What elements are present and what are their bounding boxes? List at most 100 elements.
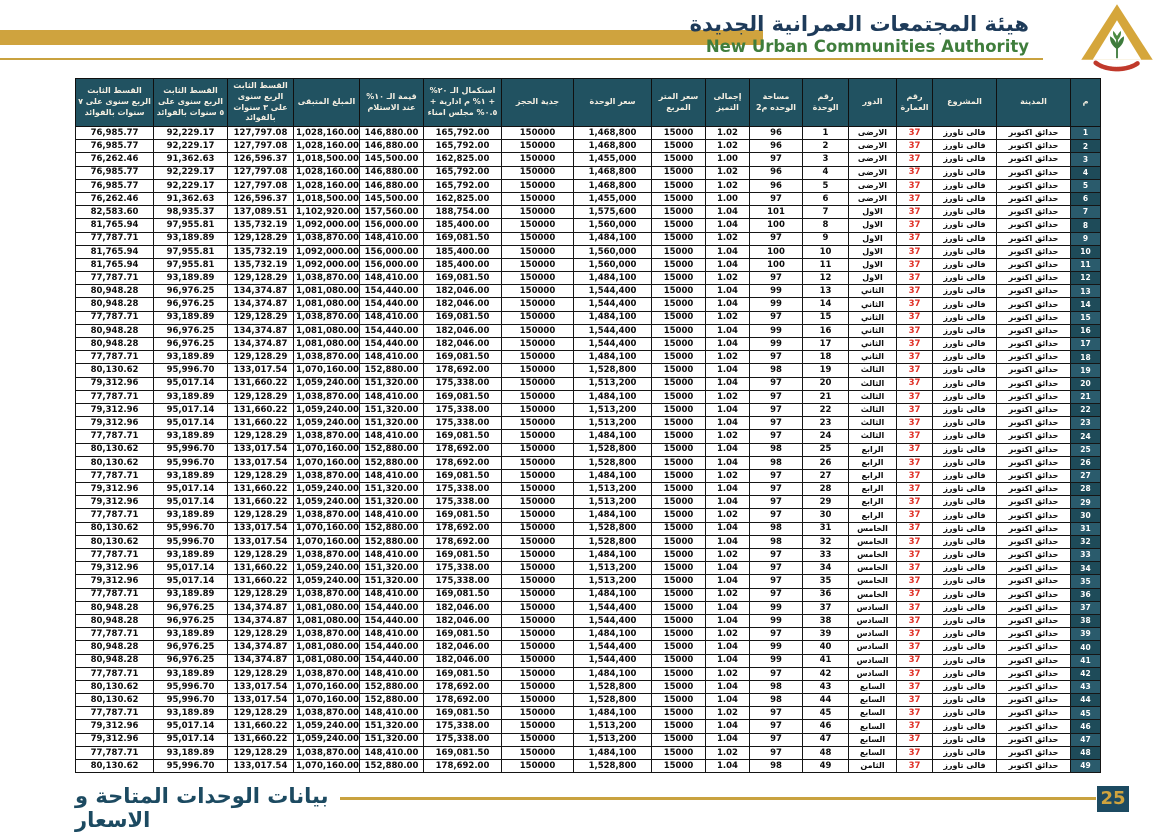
cell-floor: السادس	[848, 666, 897, 681]
table-row: 9 حدائق اكتوبر فالى تاورز 37 الاول 9 97 1.02 150…	[75, 231, 1101, 246]
cell-project: فالى تاورز	[932, 152, 997, 167]
cell-deposit: 150000	[501, 508, 574, 523]
column-header-sqm_price: سعر المتر المربع	[651, 78, 706, 127]
table-row: 18 حدائق اكتوبر فالى تاورز 37 الثاني 18 97 1.02…	[75, 350, 1101, 365]
cell-sqm_price: 15000	[651, 165, 706, 180]
table-row: 25 حدائق اكتوبر فالى تاورز 37 الرابع 25 98 1.04…	[75, 442, 1101, 457]
cell-project: فالى تاورز	[932, 125, 997, 141]
cell-inst_7y: 81,765.94	[75, 218, 154, 233]
cell-building: 37	[896, 125, 933, 141]
cell-unit_price: 1,484,100	[573, 468, 652, 484]
cell-floor: الثالث	[848, 376, 897, 391]
cell-unit_price: 1,513,200	[573, 719, 652, 734]
cell-area: 100	[749, 257, 803, 273]
cell-completion: 182,046.00	[423, 284, 502, 299]
cell-delivery_10: 156,000.00	[359, 257, 424, 273]
cell-completion: 182,046.00	[423, 297, 502, 312]
nuca-logo-icon	[1075, 2, 1159, 78]
cell-city: حدائق اكتوبر	[996, 402, 1071, 418]
cell-city: حدائق اكتوبر	[996, 416, 1071, 431]
cell-remaining: 1,059,240.00	[293, 416, 360, 431]
cell-delivery_10: 154,440.00	[359, 600, 424, 615]
cell-premium: 1.04	[705, 442, 750, 457]
cell-completion: 178,692.00	[423, 679, 502, 695]
cell-floor: الرابع	[848, 455, 897, 470]
cell-deposit: 150000	[501, 521, 574, 536]
cell-building: 37	[896, 482, 933, 497]
cell-deposit: 150000	[501, 205, 574, 220]
cell-unit_price: 1,468,800	[573, 165, 652, 180]
cell-building: 37	[896, 521, 933, 536]
cell-building: 37	[896, 218, 933, 233]
cell-project: فالى تاورز	[932, 389, 997, 404]
cell-delivery_10: 148,410.00	[359, 627, 424, 642]
cell-serial: 32	[1070, 534, 1101, 550]
cell-unit_price: 1,560,000	[573, 218, 652, 233]
cell-premium: 1.04	[705, 244, 750, 259]
cell-unit_price: 1,528,800	[573, 534, 652, 550]
cell-inst_3y: 129,128.29	[227, 666, 294, 681]
cell-unit_price: 1,513,200	[573, 482, 652, 497]
cell-unit_no: 24	[802, 429, 849, 444]
cell-inst_3y: 129,128.29	[227, 627, 294, 642]
cell-premium: 1.02	[705, 666, 750, 681]
cell-serial: 28	[1070, 482, 1101, 497]
cell-serial: 11	[1070, 257, 1101, 273]
cell-project: فالى تاورز	[932, 706, 997, 721]
cell-city: حدائق اكتوبر	[996, 363, 1071, 378]
cell-deposit: 150000	[501, 600, 574, 615]
cell-project: فالى تاورز	[932, 719, 997, 734]
cell-completion: 178,692.00	[423, 363, 502, 378]
cell-inst_5y: 92,229.17	[153, 178, 228, 193]
cell-unit_price: 1,544,400	[573, 600, 652, 615]
cell-inst_3y: 129,128.29	[227, 508, 294, 523]
cell-deposit: 150000	[501, 429, 574, 444]
cell-completion: 178,692.00	[423, 534, 502, 550]
cell-inst_5y: 93,189.89	[153, 547, 228, 563]
cell-premium: 1.04	[705, 732, 750, 747]
cell-building: 37	[896, 534, 933, 550]
cell-sqm_price: 15000	[651, 350, 706, 365]
table-row: 21 حدائق اكتوبر فالى تاورز 37 الثالث 21 97 1.02…	[75, 389, 1101, 404]
cell-delivery_10: 151,320.00	[359, 574, 424, 589]
cell-remaining: 1,092,000.00	[293, 257, 360, 273]
cell-city: حدائق اكتوبر	[996, 257, 1071, 273]
column-header-serial: م	[1070, 78, 1101, 127]
cell-delivery_10: 152,880.00	[359, 693, 424, 708]
cell-delivery_10: 154,440.00	[359, 653, 424, 668]
cell-sqm_price: 15000	[651, 653, 706, 668]
cell-inst_3y: 131,660.22	[227, 495, 294, 510]
cell-area: 97	[749, 706, 803, 721]
cell-sqm_price: 15000	[651, 574, 706, 589]
table-row: 38 حدائق اكتوبر فالى تاورز 37 السادس 38 99 1.04…	[75, 613, 1101, 629]
cell-delivery_10: 154,440.00	[359, 640, 424, 655]
cell-floor: السابع	[848, 719, 897, 734]
cell-deposit: 150000	[501, 191, 574, 207]
table-row: 23 حدائق اكتوبر فالى تاورز 37 الثالث 23 97 1.04…	[75, 416, 1101, 431]
cell-remaining: 1,059,240.00	[293, 482, 360, 497]
cell-inst_7y: 80,130.62	[75, 455, 154, 470]
cell-premium: 1.04	[705, 323, 750, 339]
cell-unit_no: 37	[802, 600, 849, 615]
cell-floor: الرابع	[848, 508, 897, 523]
cell-premium: 1.04	[705, 534, 750, 550]
cell-premium: 1.02	[705, 389, 750, 404]
cell-remaining: 1,081,080.00	[293, 297, 360, 312]
cell-floor: الاول	[848, 218, 897, 233]
cell-inst_3y: 131,660.22	[227, 402, 294, 418]
cell-sqm_price: 15000	[651, 679, 706, 695]
cell-inst_7y: 81,765.94	[75, 257, 154, 273]
cell-inst_5y: 95,017.14	[153, 561, 228, 576]
cell-floor: السادس	[848, 627, 897, 642]
cell-project: فالى تاورز	[932, 402, 997, 418]
cell-unit_no: 41	[802, 653, 849, 668]
cell-unit_no: 14	[802, 297, 849, 312]
cell-completion: 169,081.50	[423, 350, 502, 365]
cell-deposit: 150000	[501, 218, 574, 233]
cell-deposit: 150000	[501, 679, 574, 695]
cell-sqm_price: 15000	[651, 442, 706, 457]
cell-building: 37	[896, 350, 933, 365]
cell-building: 37	[896, 376, 933, 391]
cell-remaining: 1,059,240.00	[293, 376, 360, 391]
cell-serial: 26	[1070, 455, 1101, 470]
